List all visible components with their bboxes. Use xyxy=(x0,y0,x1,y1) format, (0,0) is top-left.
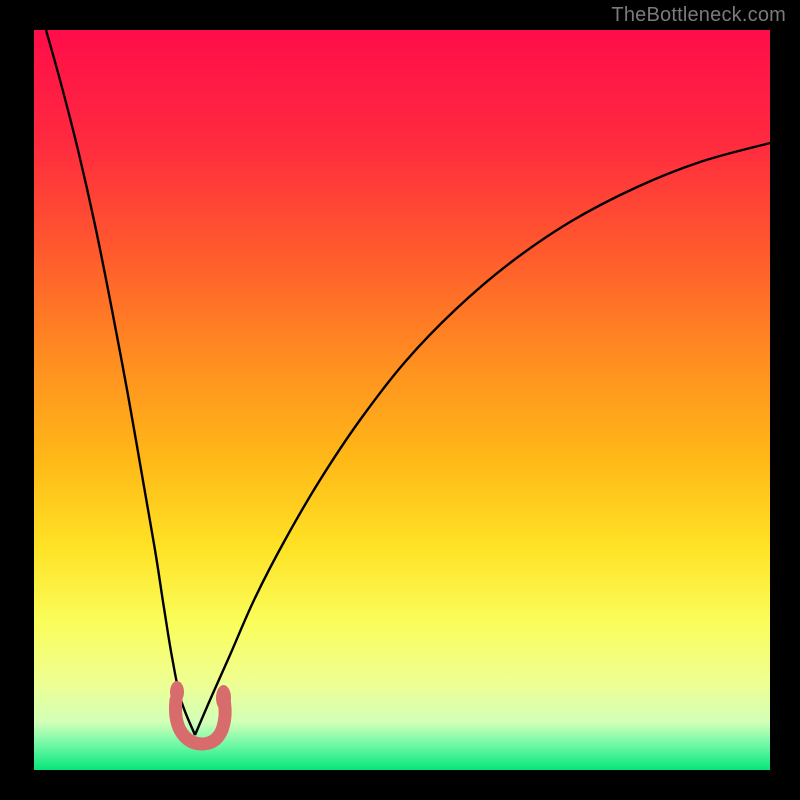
curve-right-branch xyxy=(195,143,770,735)
watermark-text: TheBottleneck.com xyxy=(611,4,786,27)
curve-left-branch xyxy=(46,30,195,735)
chart-svg-overlay xyxy=(0,0,800,800)
salmon-blob xyxy=(216,685,231,711)
chart-canvas: TheBottleneck.com xyxy=(0,0,800,800)
salmon-blob xyxy=(170,681,184,703)
